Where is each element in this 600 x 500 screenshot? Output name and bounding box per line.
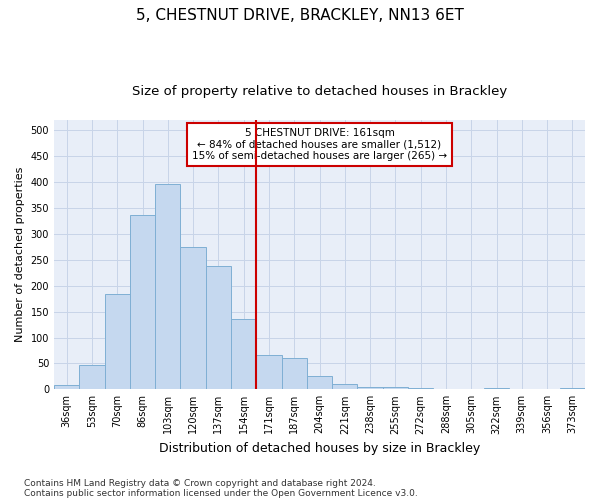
Bar: [231, 320, 256, 390]
Bar: [155, 184, 181, 390]
Bar: [484, 388, 509, 390]
Y-axis label: Number of detached properties: Number of detached properties: [15, 167, 25, 342]
Bar: [181, 247, 206, 390]
Bar: [358, 386, 383, 390]
Bar: [307, 376, 332, 390]
Bar: [130, 215, 155, 390]
Bar: [383, 387, 408, 390]
Bar: [281, 358, 307, 390]
Text: Contains public sector information licensed under the Open Government Licence v3: Contains public sector information licen…: [24, 488, 418, 498]
Bar: [79, 366, 104, 390]
Bar: [256, 354, 281, 390]
Bar: [332, 384, 358, 390]
Bar: [104, 294, 130, 390]
Bar: [408, 388, 433, 390]
X-axis label: Distribution of detached houses by size in Brackley: Distribution of detached houses by size …: [159, 442, 480, 455]
Text: 5 CHESTNUT DRIVE: 161sqm
← 84% of detached houses are smaller (1,512)
15% of sem: 5 CHESTNUT DRIVE: 161sqm ← 84% of detach…: [192, 128, 447, 162]
Text: 5, CHESTNUT DRIVE, BRACKLEY, NN13 6ET: 5, CHESTNUT DRIVE, BRACKLEY, NN13 6ET: [136, 8, 464, 22]
Text: Contains HM Land Registry data © Crown copyright and database right 2024.: Contains HM Land Registry data © Crown c…: [24, 478, 376, 488]
Bar: [560, 388, 585, 390]
Bar: [54, 385, 79, 390]
Title: Size of property relative to detached houses in Brackley: Size of property relative to detached ho…: [132, 85, 507, 98]
Bar: [206, 266, 231, 390]
